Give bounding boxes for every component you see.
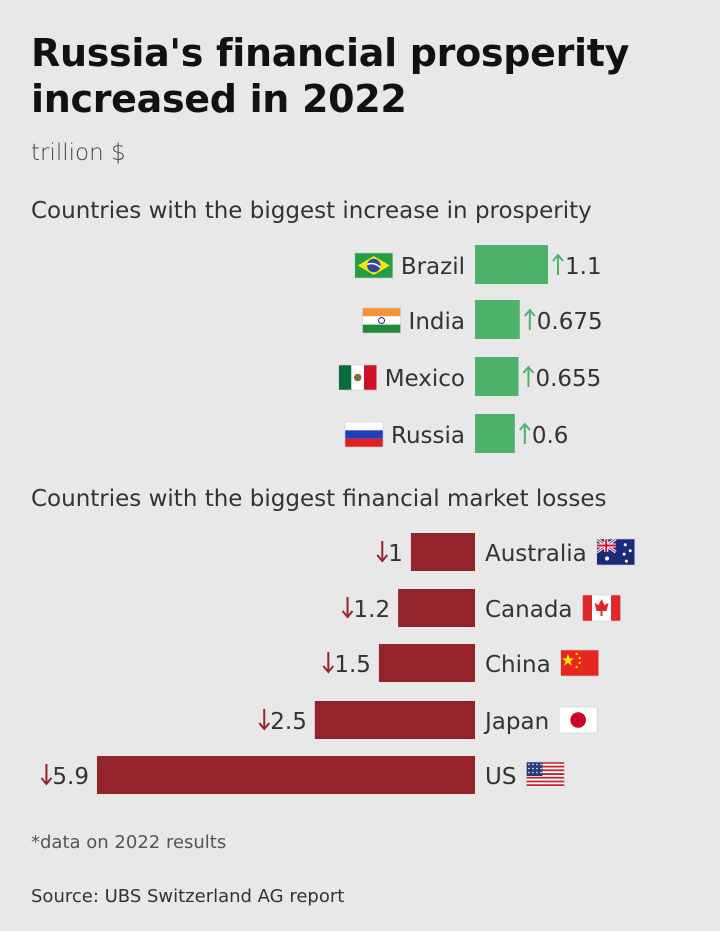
india-flag-icon [362, 307, 401, 334]
loss-value-label: 2.5 [270, 709, 307, 735]
country-label: Japan [483, 709, 549, 735]
brazil-flag-icon [354, 252, 394, 279]
country-label: China [485, 652, 551, 678]
country-label: Russia [391, 423, 465, 449]
losses-section-title: Countries with the biggest financial mar… [31, 486, 607, 512]
increase-value-label: 0.6 [532, 423, 569, 449]
mexico-flag-icon [338, 364, 377, 391]
down-arrow-icon [40, 764, 53, 786]
up-arrow-icon [519, 422, 531, 444]
country-label: India [409, 309, 465, 335]
loss-value-label: 5.9 [52, 764, 89, 790]
australia-flag-icon [595, 537, 636, 566]
loss-bar-us [97, 756, 475, 794]
country-label: Brazil [401, 254, 465, 280]
loss-value-label: 1.5 [334, 652, 371, 678]
increase-bar-russia [475, 414, 515, 453]
up-arrow-icon [524, 308, 536, 330]
loss-value-label: 1.2 [354, 597, 391, 623]
country-label: US [485, 764, 516, 790]
down-arrow-icon [341, 597, 354, 619]
us-flag-icon [526, 761, 565, 789]
increase-bar-india [475, 300, 520, 339]
increase-value-label: 0.655 [535, 366, 601, 392]
up-arrow-icon [522, 365, 535, 387]
loss-value-label: 1 [388, 541, 403, 567]
footnote: *data on 2022 results [31, 832, 227, 853]
up-arrow-icon [552, 253, 564, 275]
increase-value-label: 0.675 [537, 309, 603, 335]
source-note: Source: UBS Switzerland AG report [31, 886, 345, 907]
loss-bar-australia [410, 533, 475, 571]
increase-bar-mexico [475, 357, 519, 396]
down-arrow-icon [258, 709, 271, 731]
increase-section-title: Countries with the biggest increase in p… [31, 198, 592, 224]
unit-label: trillion $ [31, 140, 126, 166]
russia-flag-icon [344, 421, 384, 448]
increase-value-label: 1.1 [565, 254, 602, 280]
down-arrow-icon [376, 541, 389, 563]
canada-flag-icon [582, 594, 621, 622]
japan-flag-icon [558, 706, 598, 734]
loss-bar-canada [398, 589, 475, 627]
country-label: Australia [485, 541, 587, 567]
chart-title: Russia's financial prosperity increased … [31, 31, 630, 121]
loss-bar-china [378, 644, 475, 682]
country-label: Mexico [385, 366, 465, 392]
country-label: Canada [485, 597, 573, 623]
down-arrow-icon [322, 652, 335, 674]
increase-bar-brazil [475, 245, 548, 284]
china-flag-icon [560, 649, 600, 677]
loss-bar-japan [314, 701, 475, 739]
